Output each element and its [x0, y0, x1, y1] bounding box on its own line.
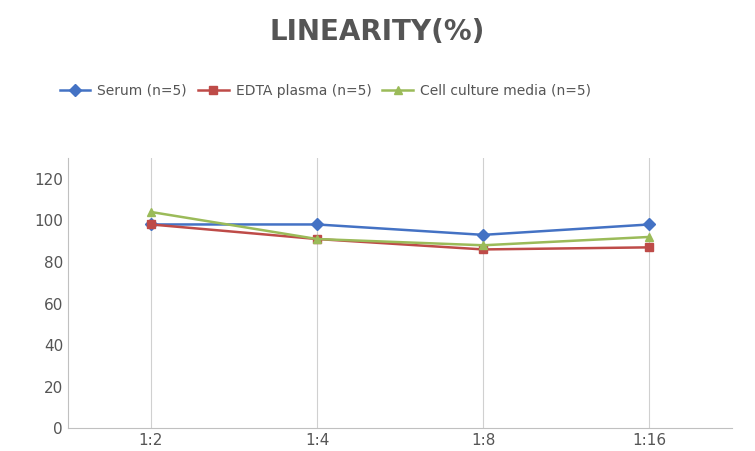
- Serum (n=5): [479, 232, 488, 238]
- Serum (n=5): [645, 222, 654, 227]
- Serum (n=5): [146, 222, 156, 227]
- Serum (n=5): [313, 222, 322, 227]
- Line: EDTA plasma (n=5): EDTA plasma (n=5): [146, 220, 654, 253]
- Legend: Serum (n=5), EDTA plasma (n=5), Cell culture media (n=5): Serum (n=5), EDTA plasma (n=5), Cell cul…: [60, 83, 591, 97]
- Cell culture media (n=5): [313, 236, 322, 242]
- Cell culture media (n=5): [645, 234, 654, 239]
- EDTA plasma (n=5): [313, 236, 322, 242]
- EDTA plasma (n=5): [146, 222, 156, 227]
- EDTA plasma (n=5): [479, 247, 488, 252]
- Cell culture media (n=5): [479, 243, 488, 248]
- Cell culture media (n=5): [146, 209, 156, 215]
- Line: Serum (n=5): Serum (n=5): [146, 220, 654, 239]
- Text: LINEARITY(%): LINEARITY(%): [270, 18, 485, 46]
- Line: Cell culture media (n=5): Cell culture media (n=5): [146, 208, 654, 249]
- EDTA plasma (n=5): [645, 244, 654, 250]
